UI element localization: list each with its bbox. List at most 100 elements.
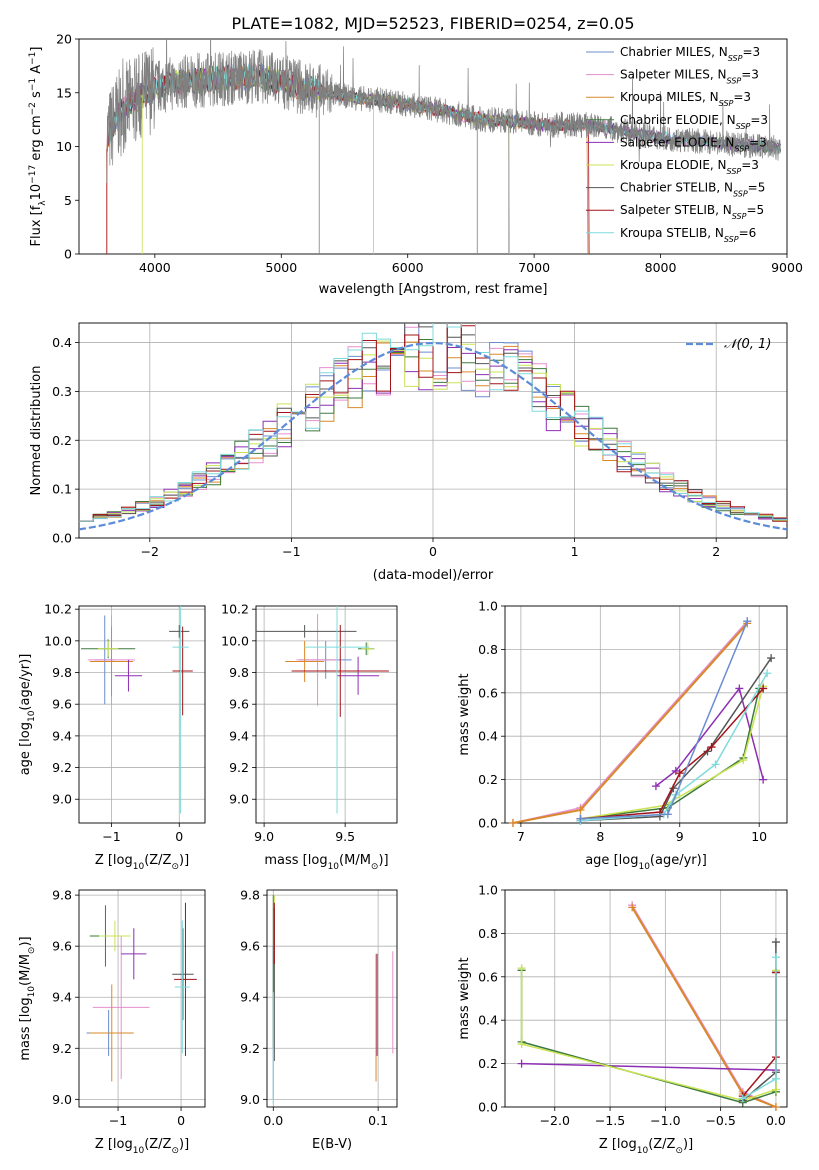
y-tick-label: 1.0 (478, 599, 498, 614)
legend-entry-5: Kroupa ELODIE, NSSP=3 (620, 158, 759, 176)
legend-entry-name: Salpeter STELIB, N (620, 203, 732, 217)
y-tick-label: 0.2 (478, 772, 498, 787)
spectrum-xlabel: wavelength [Angstrom, rest frame] (319, 282, 548, 297)
y-tick-label: 9.0 (52, 792, 72, 807)
legend-entry-3: Chabrier ELODIE, NSSP=3 (620, 113, 768, 131)
y-tick-label: 0.2 (478, 1056, 498, 1071)
mass-vs-z-ylabel-part: ⊙ (27, 947, 37, 955)
spectrum-ylabel-part: −17 (28, 165, 38, 184)
weight-marker (711, 760, 720, 769)
legend-entry-name: Kroupa MILES, N (620, 90, 719, 104)
spectrum-ylabel-part: s (29, 91, 44, 102)
figure-title: PLATE=1082, MJD=52523, FIBERID=0254, z=0… (231, 14, 634, 33)
y-tick-label: 0.0 (52, 531, 72, 546)
weights-vs-z-lines (517, 901, 780, 1111)
legend-entry-count: =5 (748, 181, 766, 195)
weight-marker (628, 903, 637, 912)
y-tick-label: 5 (64, 193, 72, 208)
x-tick-label: 8000 (645, 260, 677, 275)
legend-entry-1: Salpeter MILES, NSSP=3 (620, 68, 759, 86)
y-tick-label: 9.4 (229, 728, 249, 743)
spectrum-ylabel-part: −1 (28, 78, 38, 91)
y-tick-label: 0.1 (52, 482, 72, 497)
weights-vs-z-xlabel-part: )] (683, 1137, 693, 1152)
mass-vs-z-ylabel-part: 10 (27, 986, 37, 998)
weights-vs-z-xlabel-part: (Z/Z (648, 1137, 675, 1152)
weight-marker (576, 805, 585, 814)
mass-vs-z-points (86, 902, 197, 1082)
mass-vs-z-xlabel-part: ⊙ (171, 1146, 179, 1156)
age-vs-z-xlabel-part: )] (179, 853, 189, 868)
spectrum-data (106, 39, 781, 184)
legend-entry-name: Salpeter MILES, N (620, 68, 727, 82)
x-tick-label: 7 (517, 829, 525, 844)
legend-entry-name: Chabrier MILES, N (620, 45, 728, 59)
legend-entry-8: Kroupa STELIB, NSSP=6 (620, 226, 756, 244)
weight-marker (763, 669, 772, 678)
legend-entry-sub: SSP (724, 234, 739, 243)
y-tick-label: 0.0 (478, 816, 498, 831)
y-tick-label: 0.0 (478, 1100, 498, 1115)
mass-vs-z-xlabel-part: 10 (133, 1146, 145, 1156)
weight-marker (738, 1094, 747, 1103)
weight-marker (771, 1103, 780, 1111)
y-tick-label: 9.6 (52, 939, 72, 954)
x-tick-label: −1 (102, 829, 120, 844)
y-tick-label: 9.2 (240, 1041, 260, 1056)
mass-vs-ebv-xlabel: E(B-V) (312, 1137, 352, 1152)
weight-marker (663, 810, 672, 819)
x-tick-label: 0.1 (368, 1113, 388, 1128)
age-vs-mass-xlabel-part: )] (378, 853, 388, 868)
legend-entry-name: Kroupa STELIB, N (620, 226, 724, 240)
mass-vs-z-xlabel-part: Z [log (95, 1137, 133, 1152)
y-tick-label: 9.4 (240, 990, 260, 1005)
x-tick-label: −1.0 (650, 1113, 680, 1128)
weight-marker (771, 953, 780, 962)
legend-entry-sub: SSP (727, 167, 742, 176)
weights-vs-z-series-2 (521, 972, 777, 1071)
y-tick-label: 9.4 (52, 728, 72, 743)
legend-entry-7: Salpeter STELIB, NSSP=5 (620, 203, 764, 221)
y-tick-label: 9.6 (240, 939, 260, 954)
legend-entry-name: Salpeter ELODIE, N (620, 135, 734, 149)
weight-marker (735, 684, 744, 693)
weight-marker (508, 819, 517, 827)
y-tick-label: 0.3 (52, 384, 72, 399)
legend-entry-count: =5 (746, 203, 764, 217)
y-tick-label: 9.2 (229, 760, 249, 775)
normal-curve (79, 341, 787, 531)
weights-vs-age-series-4 (580, 686, 764, 820)
age-vs-z-xlabel: Z [log10(Z/Z⊙)] (95, 853, 189, 872)
age-vs-mass-xlabel-part: mass [log (264, 853, 327, 868)
y-tick-label: 0.8 (478, 642, 498, 657)
weight-marker (517, 1040, 526, 1049)
age-vs-z-ylabel-part: 10 (27, 710, 37, 722)
x-tick-label: −0.5 (705, 1113, 735, 1128)
x-tick-label: −1.5 (595, 1113, 625, 1128)
weights-vs-z-series-6 (742, 972, 777, 1097)
mass-vs-z-xlabel-part: )] (179, 1137, 189, 1152)
y-tick-label: 10 (56, 139, 72, 154)
spectrum-frame (78, 38, 788, 255)
y-tick-label: 1.0 (478, 883, 498, 898)
mass-vs-z-axes: −1 0 9.0 9.2 9.4 9.6 9.8 (52, 888, 206, 1128)
residuals-xlabel: (data-model)/error (373, 568, 494, 583)
y-tick-label: 9.0 (229, 792, 249, 807)
legend-entry-count: =3 (741, 68, 759, 82)
weight-marker (517, 1059, 526, 1068)
y-tick-label: 9.0 (240, 1092, 260, 1107)
x-tick-label: 5000 (265, 260, 297, 275)
legend-entry-sub: SSP (736, 121, 751, 130)
weights-vs-z-ylabel: mass weight (457, 957, 472, 1039)
weights-vs-z-xlabel-part: ⊙ (675, 1146, 683, 1156)
age-vs-mass-points (256, 606, 389, 814)
x-tick-label: 8 (596, 829, 604, 844)
x-tick-label: 9.0 (254, 829, 274, 844)
spectrum-ylabel-part: −2 (28, 102, 38, 115)
age-vs-z-points (81, 606, 193, 814)
histogram-steps (79, 323, 787, 531)
weights-vs-z-series-0 (631, 904, 777, 1108)
y-tick-label: 9.2 (52, 760, 72, 775)
legend-entry-count: =3 (742, 45, 760, 59)
